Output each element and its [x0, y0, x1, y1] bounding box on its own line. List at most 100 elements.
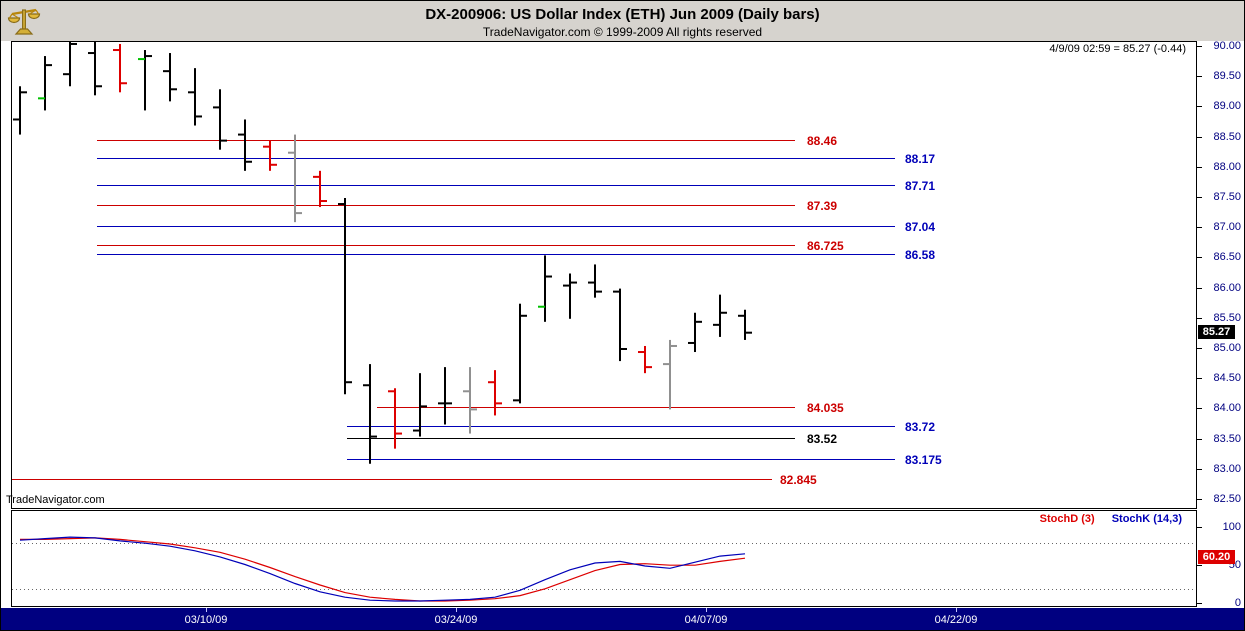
price-tick-mark [1197, 499, 1202, 500]
stochastic-panel[interactable]: StochD (3) StochK (14,3) [11, 510, 1197, 607]
stoch-tick-mark [1197, 565, 1202, 566]
time-tick-label: 03/24/09 [434, 614, 478, 626]
price-tick-label: 85.50 [1213, 312, 1241, 324]
ohlc-bar[interactable] [338, 198, 352, 395]
stoch-tick-label: 0 [1234, 597, 1241, 609]
price-tick-label: 85.00 [1213, 342, 1241, 354]
level-label: 86.725 [805, 237, 846, 254]
price-tick-label: 86.00 [1213, 282, 1241, 294]
last-price-marker: 85.27 [1198, 325, 1235, 339]
ohlc-bar[interactable] [688, 312, 702, 353]
level-label: 87.04 [903, 218, 938, 235]
price-tick-label: 82.50 [1213, 493, 1241, 505]
price-tick-mark [1197, 227, 1202, 228]
stochastic-axis[interactable]: 100 50 0 60.20 [1197, 510, 1244, 609]
ohlc-bar[interactable] [63, 42, 77, 87]
ohlc-bar[interactable] [113, 43, 127, 93]
price-tick-mark [1197, 288, 1202, 289]
ohlc-bar[interactable] [738, 309, 752, 340]
level-label: 83.175 [903, 451, 944, 468]
chart-title: DX-200906: US Dollar Index (ETH) Jun 200… [425, 6, 820, 23]
ohlc-bar[interactable] [88, 42, 102, 96]
ohlc-bar[interactable] [388, 388, 402, 449]
ohlc-bar[interactable] [238, 119, 252, 171]
ohlc-bar[interactable] [588, 264, 602, 298]
time-tick-mark [956, 608, 957, 612]
price-tick-mark [1197, 439, 1202, 440]
level-label: 83.52 [805, 430, 840, 447]
price-tick-label: 84.50 [1213, 372, 1241, 384]
price-tick-mark [1197, 348, 1202, 349]
watermark: TradeNavigator.com [6, 494, 105, 506]
time-tick-label: 04/22/09 [934, 614, 978, 626]
price-tick-label: 83.00 [1213, 463, 1241, 475]
price-tick-label: 87.50 [1213, 191, 1241, 203]
ohlc-bar[interactable] [638, 345, 652, 374]
stoch-line[interactable] [19, 536, 746, 602]
ohlc-bar[interactable] [38, 56, 52, 111]
ohlc-bar[interactable] [188, 68, 202, 126]
price-tick-mark [1197, 378, 1202, 379]
price-tick-label: 89.00 [1213, 100, 1241, 112]
ohlc-bar[interactable] [263, 140, 277, 171]
stoch-tick-mark [1197, 527, 1202, 528]
ohlc-bar[interactable] [363, 364, 377, 464]
ohlc-bar[interactable] [663, 339, 677, 410]
level-label: 88.46 [805, 132, 840, 149]
price-tick-mark [1197, 106, 1202, 107]
ohlc-bar[interactable] [288, 134, 302, 223]
level-label: 87.71 [903, 177, 938, 194]
time-tick-mark [456, 608, 457, 612]
ohlc-bar[interactable] [713, 294, 727, 337]
price-tick-label: 83.50 [1213, 433, 1241, 445]
price-tick-label: 86.50 [1213, 251, 1241, 263]
ohlc-bar[interactable] [488, 370, 502, 416]
price-tick-mark [1197, 167, 1202, 168]
time-tick-mark [706, 608, 707, 612]
level-label: 83.72 [903, 418, 938, 435]
stoch-tick-label: 100 [1222, 521, 1241, 533]
ohlc-bar[interactable] [138, 50, 152, 111]
stochd-label[interactable]: StochD (3) [1039, 513, 1095, 525]
copyright-text: TradeNavigator.com © 1999-2009 All right… [482, 25, 763, 39]
stochastic-canvas [12, 536, 1196, 602]
level-label: 86.58 [903, 246, 938, 263]
ohlc-bar[interactable] [13, 86, 27, 135]
level-label: 87.39 [805, 197, 840, 214]
price-tick-mark [1197, 197, 1202, 198]
stoch-line[interactable] [20, 537, 746, 602]
time-axis[interactable]: 03/10/09 03/24/09 04/07/09 04/22/09 [1, 608, 1244, 630]
time-tick-label: 04/07/09 [684, 614, 728, 626]
price-chart[interactable]: 88.46 88.17 87.71 87.39 87.04 86.725 86.58 84.0… [11, 41, 1197, 509]
price-tick-label: 87.00 [1213, 221, 1241, 233]
price-axis[interactable]: 85.27 90.00 89.50 89.00 88.50 88.00 87.50 87.0… [1197, 40, 1244, 509]
price-tick-label: 89.50 [1213, 70, 1241, 82]
time-tick-label: 03/10/09 [184, 614, 228, 626]
stochk-label[interactable]: StochK (14,3) [1111, 513, 1182, 525]
chart-header: DX-200906: US Dollar Index (ETH) Jun 200… [1, 1, 1244, 41]
level-label: 88.17 [903, 150, 938, 167]
ohlc-bar[interactable] [163, 53, 177, 102]
ohlc-bar[interactable] [313, 170, 327, 208]
level-label: 82.845 [778, 471, 819, 488]
ohlc-bar[interactable] [613, 288, 627, 362]
ohlc-bar[interactable] [413, 373, 427, 437]
level-label: 84.035 [805, 399, 846, 416]
ohlc-bar[interactable] [213, 89, 227, 150]
price-tick-label: 90.00 [1213, 40, 1241, 52]
scales-icon[interactable] [7, 5, 41, 37]
price-tick-label: 88.50 [1213, 131, 1241, 143]
ohlc-bar[interactable] [463, 367, 477, 434]
ohlc-bar[interactable] [438, 367, 452, 425]
ohlc-bar[interactable] [563, 273, 577, 319]
time-tick-mark [206, 608, 207, 612]
ohlc-bar[interactable] [538, 255, 552, 322]
price-tick-mark [1197, 408, 1202, 409]
stoch-value-marker: 60.20 [1198, 550, 1235, 564]
price-tick-mark [1197, 76, 1202, 77]
price-tick-mark [1197, 137, 1202, 138]
ohlc-bar[interactable] [513, 303, 527, 404]
stoch-tick-mark [1197, 603, 1202, 604]
stochastic-legend: StochD (3) StochK (14,3) [1026, 513, 1182, 525]
